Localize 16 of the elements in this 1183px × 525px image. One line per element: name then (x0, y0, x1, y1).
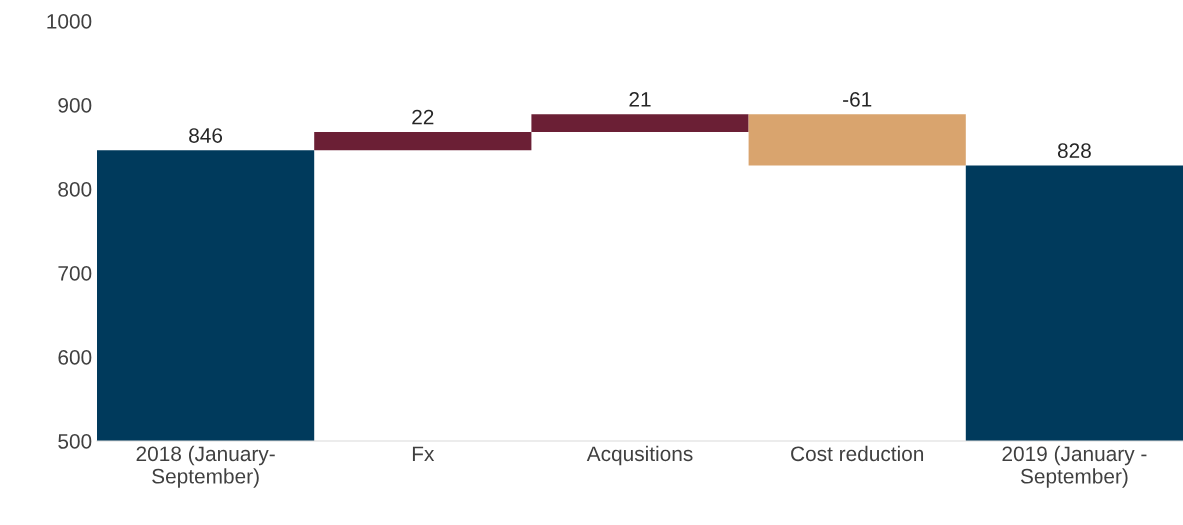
data-label: 22 (412, 109, 434, 125)
data-label: 846 (189, 128, 223, 143)
data-label: 21 (629, 92, 651, 107)
data-label: -61 (843, 92, 872, 107)
x-tick-label: Acqusitions (586, 445, 693, 466)
y-tick-label: 1000 (47, 14, 92, 29)
y-tick-label: 500 (58, 434, 92, 449)
y-tick-label: 800 (58, 182, 92, 197)
x-tick-label: 2019 (January - September) (1002, 445, 1147, 488)
x-tick-label: 2018 (January- September) (136, 445, 275, 488)
x-tick-label: Cost reduction (791, 445, 924, 462)
y-tick-label: 600 (58, 350, 92, 365)
data-label: 828 (1057, 143, 1091, 158)
y-tick-label: 700 (58, 266, 92, 281)
x-tick-label: Fx (412, 446, 435, 461)
y-tick-label: 900 (58, 98, 92, 113)
